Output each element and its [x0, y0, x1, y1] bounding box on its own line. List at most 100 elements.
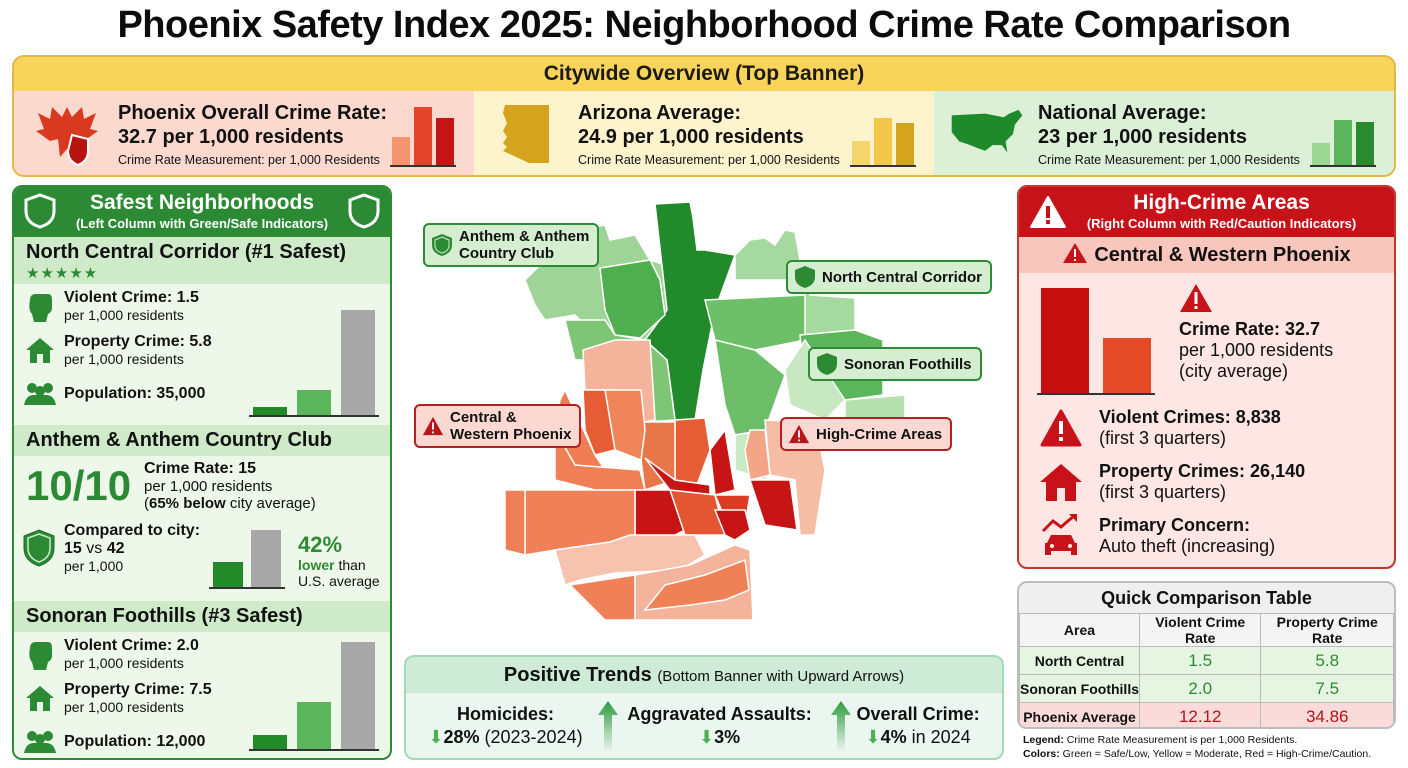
- shield-icon: [432, 234, 452, 256]
- north-central-bar-chart: [249, 310, 379, 417]
- central-western-title: Central & Western Phoenix: [1019, 237, 1394, 273]
- house-icon: [24, 334, 56, 366]
- shield-icon: [795, 266, 815, 288]
- safest-heading: Safest Neighborhoods: [89, 191, 315, 214]
- trend-homicides: Homicides: ⬇28% (2023-2024): [428, 703, 583, 747]
- phoenix-mini-bar-chart: [390, 107, 456, 167]
- anthem-rate-comparison: (65% below city average): [144, 495, 316, 512]
- crime-rate-unit: per 1,000 residents: [1179, 340, 1334, 360]
- warning-icon: [422, 416, 444, 436]
- map-tag-sonoran[interactable]: Sonoran Foothills: [808, 347, 982, 381]
- house-icon: [1039, 460, 1083, 504]
- anthem-score: 10/10: [26, 462, 132, 509]
- arizona-rate-label: Arizona Average:: [578, 102, 742, 124]
- arizona-mini-bar-chart: [850, 118, 916, 167]
- trends-heading: Positive Trends (Bottom Banner with Upwa…: [406, 657, 1002, 693]
- map-tag-central-western[interactable]: Central & Western Phoenix: [414, 404, 582, 448]
- pct-lower: 42%: [298, 532, 343, 557]
- down-arrow-icon: ⬇: [428, 726, 444, 747]
- safest-neighborhoods-panel: Safest Neighborhoods (Left Column with G…: [12, 185, 392, 760]
- sonoran-bar-chart: [249, 642, 379, 751]
- arizona-rate-value: 24.9 per 1,000 residents: [578, 126, 804, 148]
- compare-values: 15 vs 42: [64, 540, 125, 557]
- neighborhood-map: [504, 201, 906, 621]
- north-central-section: North Central Corridor (#1 Safest) ★★★★★…: [14, 237, 390, 417]
- trend-aggravated-assaults: Aggravated Assaults: ⬇3%: [627, 703, 812, 747]
- down-arrow-icon: ⬇: [699, 726, 715, 747]
- us-comparison: 42% lower than U.S. average: [298, 532, 380, 590]
- population-label: Population: 12,000: [64, 733, 206, 750]
- violent-crime-unit: per 1,000 residents: [64, 655, 184, 671]
- anthem-bar-chart: [209, 530, 285, 589]
- positive-trends-banner: Positive Trends (Bottom Banner with Upwa…: [404, 655, 1004, 760]
- people-icon: [24, 726, 56, 758]
- table-row: North Central 1.5 5.8: [1019, 646, 1394, 675]
- map-tag-anthem[interactable]: Anthem & Anthem Country Club: [423, 223, 600, 267]
- national-mini-bar-chart: [1310, 120, 1376, 167]
- high-crime-bar-chart: [1037, 288, 1155, 395]
- property-crime-unit: per 1,000 residents: [64, 699, 184, 715]
- national-rate-note: Crime Rate Measurement: per 1,000 Reside…: [1038, 153, 1300, 167]
- crime-rate-label: Crime Rate: 32.7: [1179, 319, 1321, 339]
- table-row: Phoenix Average 12.12 34.86: [1019, 702, 1394, 727]
- arizona-map-icon: [488, 99, 566, 169]
- page-title: Phoenix Safety Index 2025: Neighborhood …: [117, 4, 1291, 46]
- legend-note: Legend: Crime Rate Measurement is per 1,…: [1023, 734, 1372, 760]
- shield-icon: [24, 193, 56, 229]
- phoenix-rate-label: Phoenix Overall Crime Rate:: [118, 102, 387, 124]
- warning-icon: [788, 424, 810, 444]
- table-title: Quick Comparison Table: [1101, 588, 1312, 608]
- property-crimes-label: Property Crimes: 26,140: [1099, 461, 1306, 481]
- usa-map-icon: [948, 99, 1026, 169]
- compare-label: Compared to city:: [64, 522, 201, 539]
- crime-rate-note: (city average): [1179, 361, 1289, 381]
- us-average-label: U.S. average: [298, 573, 380, 589]
- property-crimes-note: (first 3 quarters): [1099, 482, 1227, 502]
- banner-heading: Citywide Overview (Top Banner): [543, 62, 865, 85]
- anthem-rate-unit: per 1,000 residents: [144, 478, 273, 495]
- people-icon: [24, 378, 56, 410]
- sonoran-title: Sonoran Foothills (#3 Safest): [14, 601, 390, 632]
- up-arrow-icon: [831, 701, 851, 751]
- property-crime-unit: per 1,000 residents: [64, 351, 184, 367]
- national-rate-value: 23 per 1,000 residents: [1038, 126, 1248, 148]
- violent-crimes-note: (first 3 quarters): [1099, 428, 1227, 448]
- shield-icon: [23, 529, 55, 567]
- table-row: Sonoran Foothills 2.0 7.5: [1019, 674, 1394, 703]
- anthem-rate-label: Crime Rate: 15: [144, 460, 257, 477]
- column-header: Violent Crime Rate: [1138, 613, 1262, 647]
- shield-icon: [817, 353, 837, 375]
- warning-icon: [1063, 243, 1088, 263]
- phoenix-rate-value: 32.7 per 1,000 residents: [118, 126, 344, 148]
- phoenix-choropleth-map: Anthem & Anthem Country Club North Centra…: [405, 190, 1005, 640]
- sonoran-section: Sonoran Foothills (#3 Safest) Violent Cr…: [14, 601, 390, 758]
- safest-subheading: (Left Column with Green/Safe Indicators): [75, 216, 329, 231]
- fist-icon: [24, 638, 56, 670]
- map-tag-high-crime[interactable]: High-Crime Areas: [780, 417, 953, 451]
- primary-concern-label: Primary Concern:: [1099, 515, 1251, 535]
- up-arrow-icon: [598, 701, 618, 751]
- north-central-title: North Central Corridor (#1 Safest): [14, 237, 390, 264]
- violent-crime-unit: per 1,000 residents: [64, 307, 184, 323]
- map-tag-north-central[interactable]: North Central Corridor: [786, 260, 993, 294]
- phoenix-rate-cell: Phoenix Overall Crime Rate: 32.7 per 1,0…: [14, 91, 474, 175]
- column-header: Property Crime Rate: [1260, 613, 1394, 647]
- national-rate-cell: National Average: 23 per 1,000 residents…: [934, 91, 1394, 175]
- warning-icon: [1030, 196, 1066, 228]
- high-crime-heading: High-Crime Areas: [1133, 191, 1310, 214]
- violent-crimes-label: Violent Crimes: 8,838: [1099, 407, 1281, 427]
- citywide-overview-banner: Citywide Overview (Top Banner) Phoenix O…: [12, 55, 1396, 177]
- down-arrow-icon: ⬇: [865, 726, 881, 747]
- high-crime-subheading: (Right Column with Red/Caution Indicator…: [1086, 216, 1357, 231]
- car-trend-icon: [1039, 513, 1083, 558]
- fist-icon: [24, 290, 56, 322]
- high-crime-panel: High-Crime Areas (Right Column with Red/…: [1017, 185, 1396, 569]
- quick-comparison-table: Quick Comparison Table Area Violent Crim…: [1017, 581, 1396, 729]
- arizona-rate-note: Crime Rate Measurement: per 1,000 Reside…: [578, 153, 840, 167]
- warning-icon: [1039, 406, 1083, 450]
- primary-concern-value: Auto theft (increasing): [1099, 536, 1276, 556]
- population-label: Population: 35,000: [64, 385, 206, 402]
- five-star-rating: ★★★★★: [14, 264, 390, 284]
- compare-unit: per 1,000: [64, 558, 124, 574]
- crime-rate-section: Crime Rate: 32.7 per 1,000 residents (ci…: [1019, 273, 1394, 395]
